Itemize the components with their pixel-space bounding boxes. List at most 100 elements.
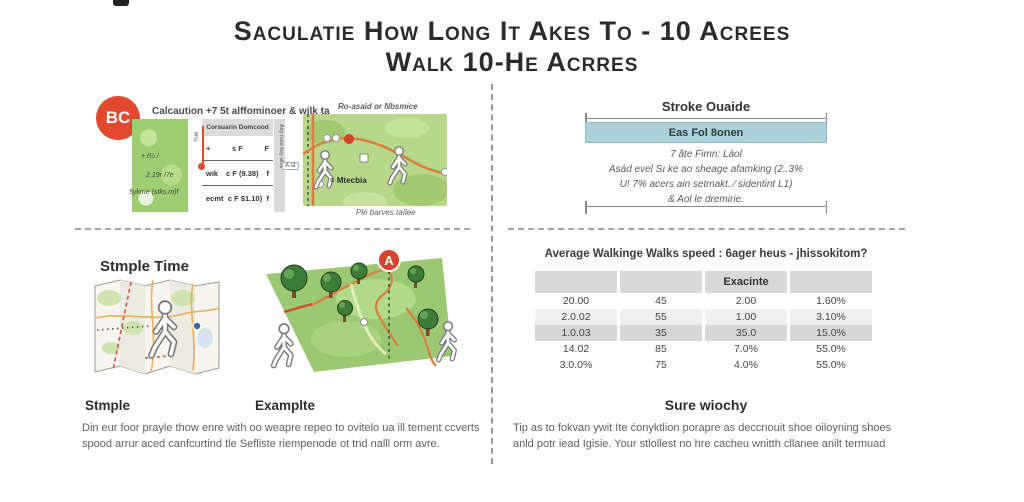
- footer-left-line1: Din eur foor prayle thow enre with oo we…: [82, 422, 480, 434]
- trail-path: [303, 136, 447, 176]
- calc-red-dot: [198, 163, 205, 170]
- stroke-guide-line: 7 ãte Fimn: Láol: [670, 149, 742, 160]
- table-cell: 55: [620, 309, 702, 325]
- walk-table-header-cell: [790, 271, 872, 293]
- table-cell: 2.0.02: [535, 309, 617, 325]
- stroke-guide-line: & Aol le dremirie.: [668, 194, 744, 205]
- bracket-tick: [825, 113, 827, 126]
- stroke-guide-title: Stroke Ouaide: [661, 99, 751, 114]
- terrain-map-illustration: A: [266, 248, 457, 372]
- tree-icon: [350, 262, 368, 284]
- stroke-guide-bar: Eas Fol 8onen: [585, 122, 827, 143]
- calc-map-top-label: Ro-asaid or Nbsmice: [338, 102, 418, 111]
- walk-table: Exacinte 20.00 45 2.00 1.60% 2.0.02 55 1…: [535, 271, 872, 373]
- walking-figure: [387, 146, 408, 186]
- tree-icon: [417, 308, 439, 336]
- map-legend: = Mtecbia: [330, 176, 367, 185]
- tree-icon: [337, 300, 353, 322]
- tree-icon: [320, 271, 342, 298]
- walk-table-title: Average Walkinge Walks speed : 6ager heu…: [544, 248, 868, 260]
- calc-cell: f: [266, 193, 269, 203]
- walking-figure: [148, 300, 178, 359]
- footer-right-heading: Sure wiochy: [664, 397, 748, 413]
- calc-table-row: + s F F: [202, 136, 273, 161]
- terrain-dot: [360, 318, 368, 326]
- calc-cell: s F: [231, 143, 243, 153]
- table-cell: 4.0%: [705, 357, 787, 373]
- calc-note-3: 5ykme (stks.m)f: [129, 189, 179, 196]
- tree-icon: [280, 264, 308, 298]
- table-row: 20.00 45 2.00 1.60%: [535, 293, 872, 309]
- bracket-bottom: [585, 201, 827, 214]
- table-cell: 20.00: [535, 293, 617, 309]
- table-cell: 85: [620, 341, 702, 357]
- footer-left-paragraph: Din eur foor prayle thow enre with oo we…: [82, 420, 490, 452]
- stroke-guide-text: 7 ãte Fimn: Láol Asád evel Sı ke ao shea…: [510, 147, 902, 207]
- table-cell: 15.0%: [790, 325, 872, 341]
- table-cell: 35.0: [705, 325, 787, 341]
- tree-icon: [407, 265, 425, 288]
- table-cell: 1.0.03: [535, 325, 617, 341]
- calc-table-row: ecmt c F $1.10) f: [202, 186, 273, 210]
- table-cell: 14.02: [535, 341, 617, 357]
- table-row: 1.0.03 35 35.0 15.0%: [535, 325, 872, 341]
- table-cell: 2.00: [705, 293, 787, 309]
- calc-note-1: + t½ /: [141, 153, 159, 160]
- calc-green-strip: [132, 119, 188, 212]
- bracket-top: [585, 113, 827, 126]
- simple-time-heading: Stmple Time: [100, 258, 189, 275]
- bracket-tick: [585, 201, 587, 214]
- walking-figure: [270, 323, 294, 369]
- table-cell: 45: [620, 293, 702, 309]
- calc-mini-table: Corsuarin Domcood + s F F wik c F (9.38)…: [202, 119, 273, 212]
- bracket-tick: [825, 201, 827, 214]
- walk-table-header-cell: [535, 271, 617, 293]
- walking-figure: [435, 321, 457, 363]
- table-cell: 3.0.0%: [535, 357, 617, 373]
- trail-red-dot: [344, 134, 354, 144]
- table-row: 3.0.0% 75 4.0% 55.0%: [535, 357, 872, 373]
- footer-right-paragraph: Tip as to fokvan ywit Ite ćonyktlion por…: [513, 420, 973, 452]
- calc-table-header: Corsuarin Domcood: [202, 119, 273, 136]
- walk-table-header-cell: Exacinte: [705, 271, 787, 293]
- calc-cell: wik: [206, 168, 219, 178]
- calc-side-label-left: Yue: [194, 131, 200, 142]
- marker-a-circle: [377, 248, 401, 272]
- map-caption: Plé barves taílee: [356, 208, 416, 217]
- horizontal-divider-right: [508, 228, 905, 230]
- calc-note-2: 2.19r /7e: [146, 172, 174, 179]
- table-cell: 3.10%: [790, 309, 872, 325]
- table-cell: 55.0%: [790, 357, 872, 373]
- calc-cell: +: [206, 143, 211, 153]
- trail-dot: [323, 134, 331, 142]
- table-cell: 55.0%: [790, 341, 872, 357]
- walk-table-header-row: Exacinte: [535, 271, 872, 293]
- calc-red-line: [202, 126, 204, 168]
- route-dashed-red: [112, 281, 132, 371]
- table-row: 14.02 85 7.0% 55.0%: [535, 341, 872, 357]
- table-cell: 75: [620, 357, 702, 373]
- walk-table-header-cell: [620, 271, 702, 293]
- trail-dot: [332, 134, 340, 142]
- page-title-line2: Walk 10-He Acrres: [385, 47, 639, 77]
- table-cell: 1.00: [705, 309, 787, 325]
- calc-cell: c F (9.38): [226, 168, 259, 178]
- calc-gray-strip: [274, 119, 285, 212]
- location-dot: [192, 321, 202, 331]
- stroke-guide-line: U! 7% acers ain setmakt. ∕ sidentint L1): [619, 179, 793, 190]
- horizontal-divider-left: [75, 228, 470, 230]
- calc-heading: Calcaution +7 5t alffominoer & wilk ta: [152, 106, 330, 117]
- footer-right-line1: Tip as to fokvan ywit Ite ćonyktlion por…: [513, 422, 892, 434]
- map-tag: A·st: [282, 162, 299, 170]
- calc-table-row: wik c F (9.38) f: [202, 161, 273, 186]
- trail-marker-square: [359, 153, 369, 163]
- calc-cell: f: [266, 168, 269, 178]
- stroke-guide-line: Asád evel Sı ke ao sheage afamking (2..3…: [608, 164, 803, 175]
- bc-badge: BC: [96, 96, 140, 140]
- table-row: 2.0.02 55 1.00 3.10%: [535, 309, 872, 325]
- page-title-line1: Saculatie How Long It Akes To - 10 Acree…: [233, 16, 791, 46]
- bracket-tick: [585, 113, 587, 126]
- footer-left-line2: spood arrur aced canfcurtind tle Seflist…: [82, 438, 440, 450]
- calc-cell: F: [264, 143, 269, 153]
